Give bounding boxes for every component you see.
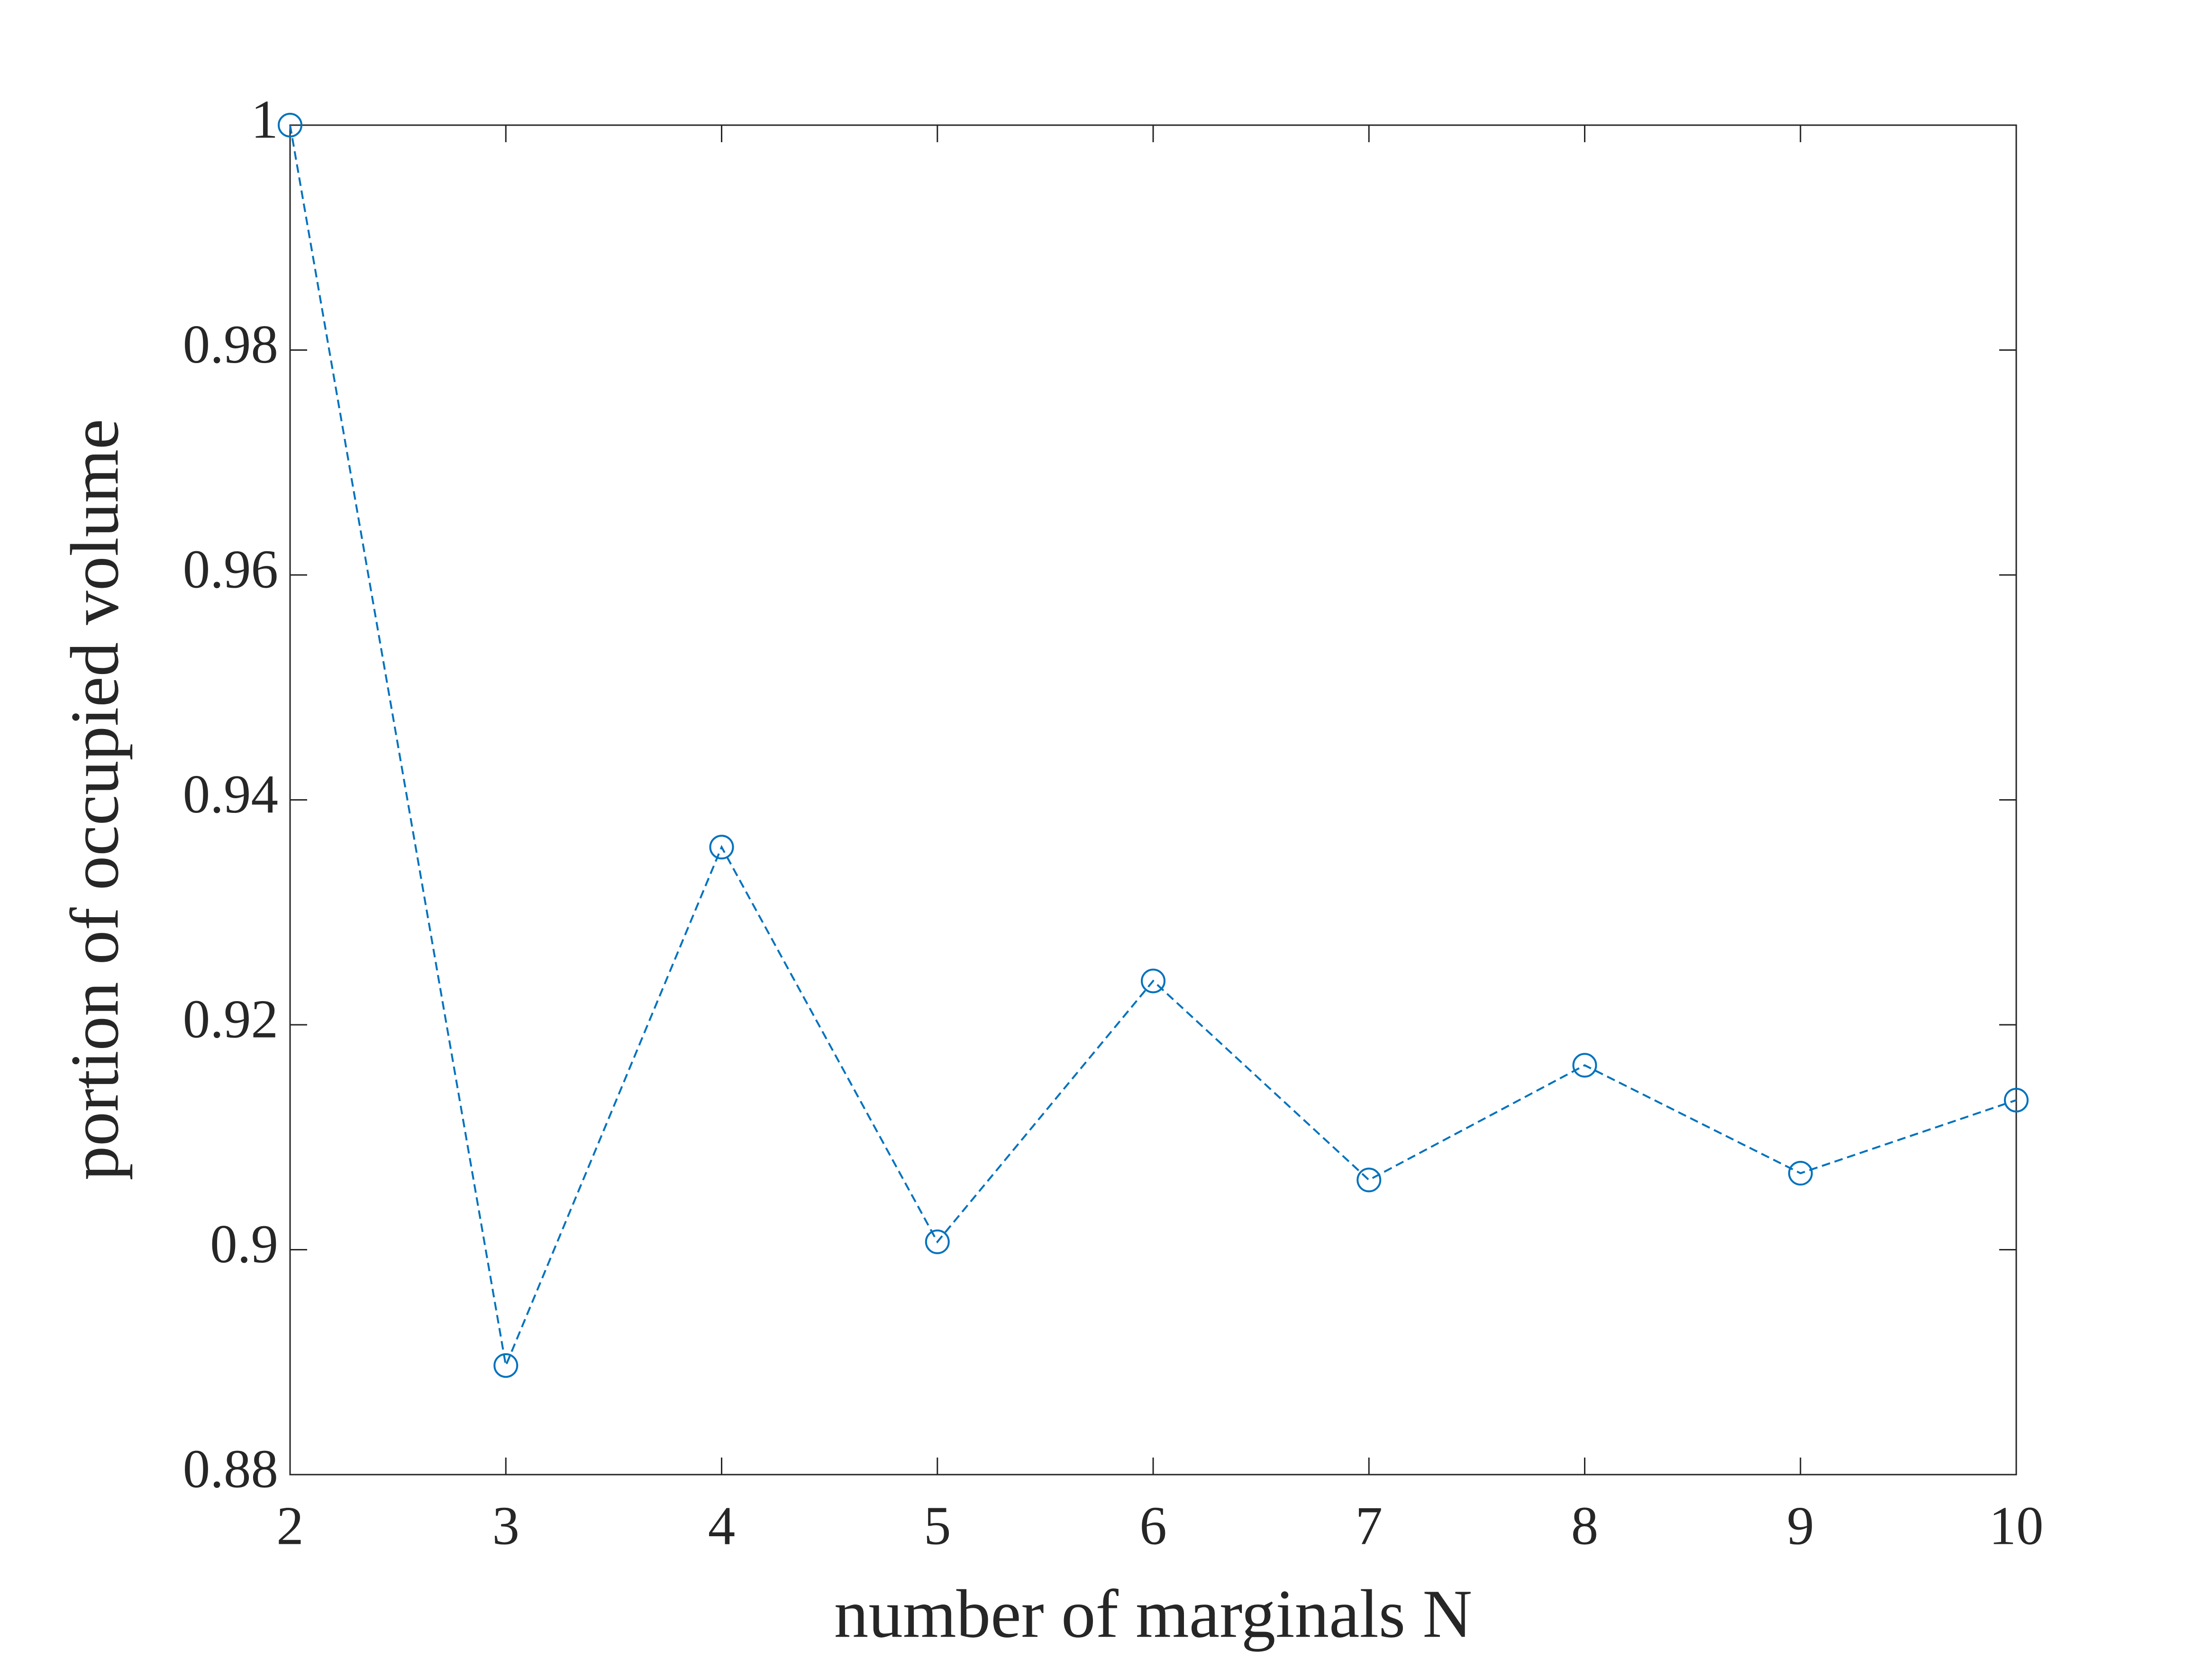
y-tick-label: 0.88 xyxy=(183,1439,278,1499)
y-tick-label: 0.92 xyxy=(183,989,278,1049)
x-tick-label: 5 xyxy=(924,1495,951,1556)
data-point xyxy=(1356,1167,1382,1193)
y-tick-label: 0.94 xyxy=(183,764,278,824)
data-point xyxy=(2004,1087,2029,1112)
x-tick-label: 9 xyxy=(1787,1495,1814,1556)
y-tick-label: 0.96 xyxy=(183,539,278,599)
data-point xyxy=(1141,968,1165,994)
data-point xyxy=(1788,1161,1813,1186)
x-tick-label: 8 xyxy=(1571,1495,1599,1556)
y-axis-label: portion of occupied volume xyxy=(57,419,133,1181)
y-tick-label: 0.9 xyxy=(210,1214,278,1274)
data-point xyxy=(1572,1053,1597,1078)
x-tick-label: 10 xyxy=(1989,1495,2044,1556)
data-point xyxy=(278,113,302,137)
y-tick-label: 1 xyxy=(251,89,279,149)
data-line xyxy=(289,125,2017,1369)
x-tick-label: 7 xyxy=(1356,1495,1383,1556)
x-tick-label: 3 xyxy=(492,1495,520,1556)
x-tick-label: 6 xyxy=(1139,1495,1167,1556)
x-axis-label: number of marginals N xyxy=(834,1576,1472,1652)
x-tick-label: 4 xyxy=(708,1495,736,1556)
data-point xyxy=(709,835,734,860)
data-point xyxy=(925,1229,950,1254)
x-tick-label: 2 xyxy=(276,1495,304,1556)
data-point xyxy=(493,1353,519,1378)
y-tick-label: 0.98 xyxy=(183,314,278,374)
